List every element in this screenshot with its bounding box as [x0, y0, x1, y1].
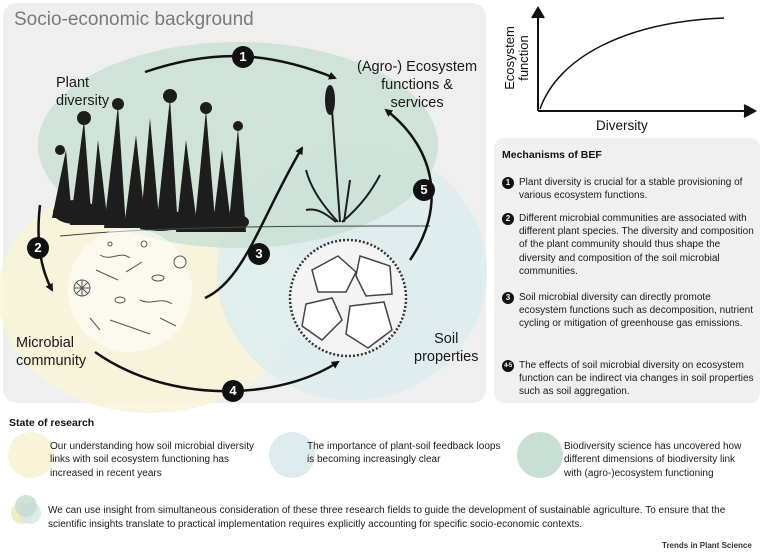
mechanisms-title: Mechanisms of BEF	[502, 149, 602, 161]
state-item-text: Our understanding how soil microbial div…	[50, 441, 254, 479]
arrow-badge-4: 4	[222, 380, 244, 402]
mechanism-item: 3 Soil microbial diversity can directly …	[502, 291, 756, 333]
graph-ylabel: Ecosystem function	[502, 26, 531, 90]
mechanism-text: Plant diversity is crucial for a stable …	[519, 177, 743, 202]
label-soil-properties: Soil properties	[414, 331, 479, 365]
soil-aggregate-circle	[288, 238, 408, 358]
mechanism-text: Different microbial communities are asso…	[519, 213, 754, 277]
mechanism-text: Soil microbial diversity can directly pr…	[519, 292, 754, 330]
arrow-3	[204, 146, 304, 300]
mechanism-badge: 4-5	[502, 360, 514, 372]
bef-graph	[531, 6, 758, 118]
microbe-circle	[68, 228, 192, 352]
arrow-badge-3: 3	[248, 243, 270, 265]
graph-xlabel: Diversity	[596, 118, 648, 133]
saturating-curve	[539, 17, 725, 110]
arrow-badge-2: 2	[27, 237, 49, 259]
mechanism-item: 4-5 The effects of soil microbial divers…	[502, 359, 756, 401]
conclusion-text: We can use insight from simultaneous con…	[48, 505, 726, 530]
mechanism-badge: 3	[502, 292, 514, 304]
plant-community-illustration	[52, 89, 249, 232]
state-item-text: Biodiversity science has uncovered how d…	[564, 441, 742, 479]
mechanism-item: 1 Plant diversity is crucial for a stabl…	[502, 176, 756, 204]
wheat-illustration	[305, 85, 381, 223]
mechanism-badge: 1	[502, 177, 514, 189]
state-title: State of research	[9, 417, 95, 429]
journal-logo: Trends in Plant Science	[662, 541, 752, 550]
venn-icon	[11, 495, 41, 524]
soil-aggregate-illustration	[301, 255, 393, 349]
label-plant-diversity: Plant diversity	[56, 75, 110, 109]
state-circle-green	[517, 432, 563, 478]
mechanism-badge: 2	[502, 213, 514, 225]
panel-title: Socio-economic background	[14, 9, 254, 30]
mechanisms-panel	[494, 138, 760, 403]
label-microbial-community: Microbial community	[16, 335, 87, 369]
state-circle-yellow	[8, 432, 54, 478]
microbe-illustration	[73, 240, 187, 335]
mechanism-text: The effects of soil microbial diversity …	[519, 360, 754, 398]
state-circle-blue	[269, 432, 315, 478]
label-ecosystem-functions: (Agro-) Ecosystem functions & services	[357, 59, 478, 111]
arrow-badge-1: 1	[232, 46, 254, 68]
mechanism-item: 2 Different microbial communities are as…	[502, 212, 756, 277]
state-item-text: The importance of plant-soil feedback lo…	[307, 441, 501, 466]
arrow-badge-5: 5	[413, 179, 435, 201]
